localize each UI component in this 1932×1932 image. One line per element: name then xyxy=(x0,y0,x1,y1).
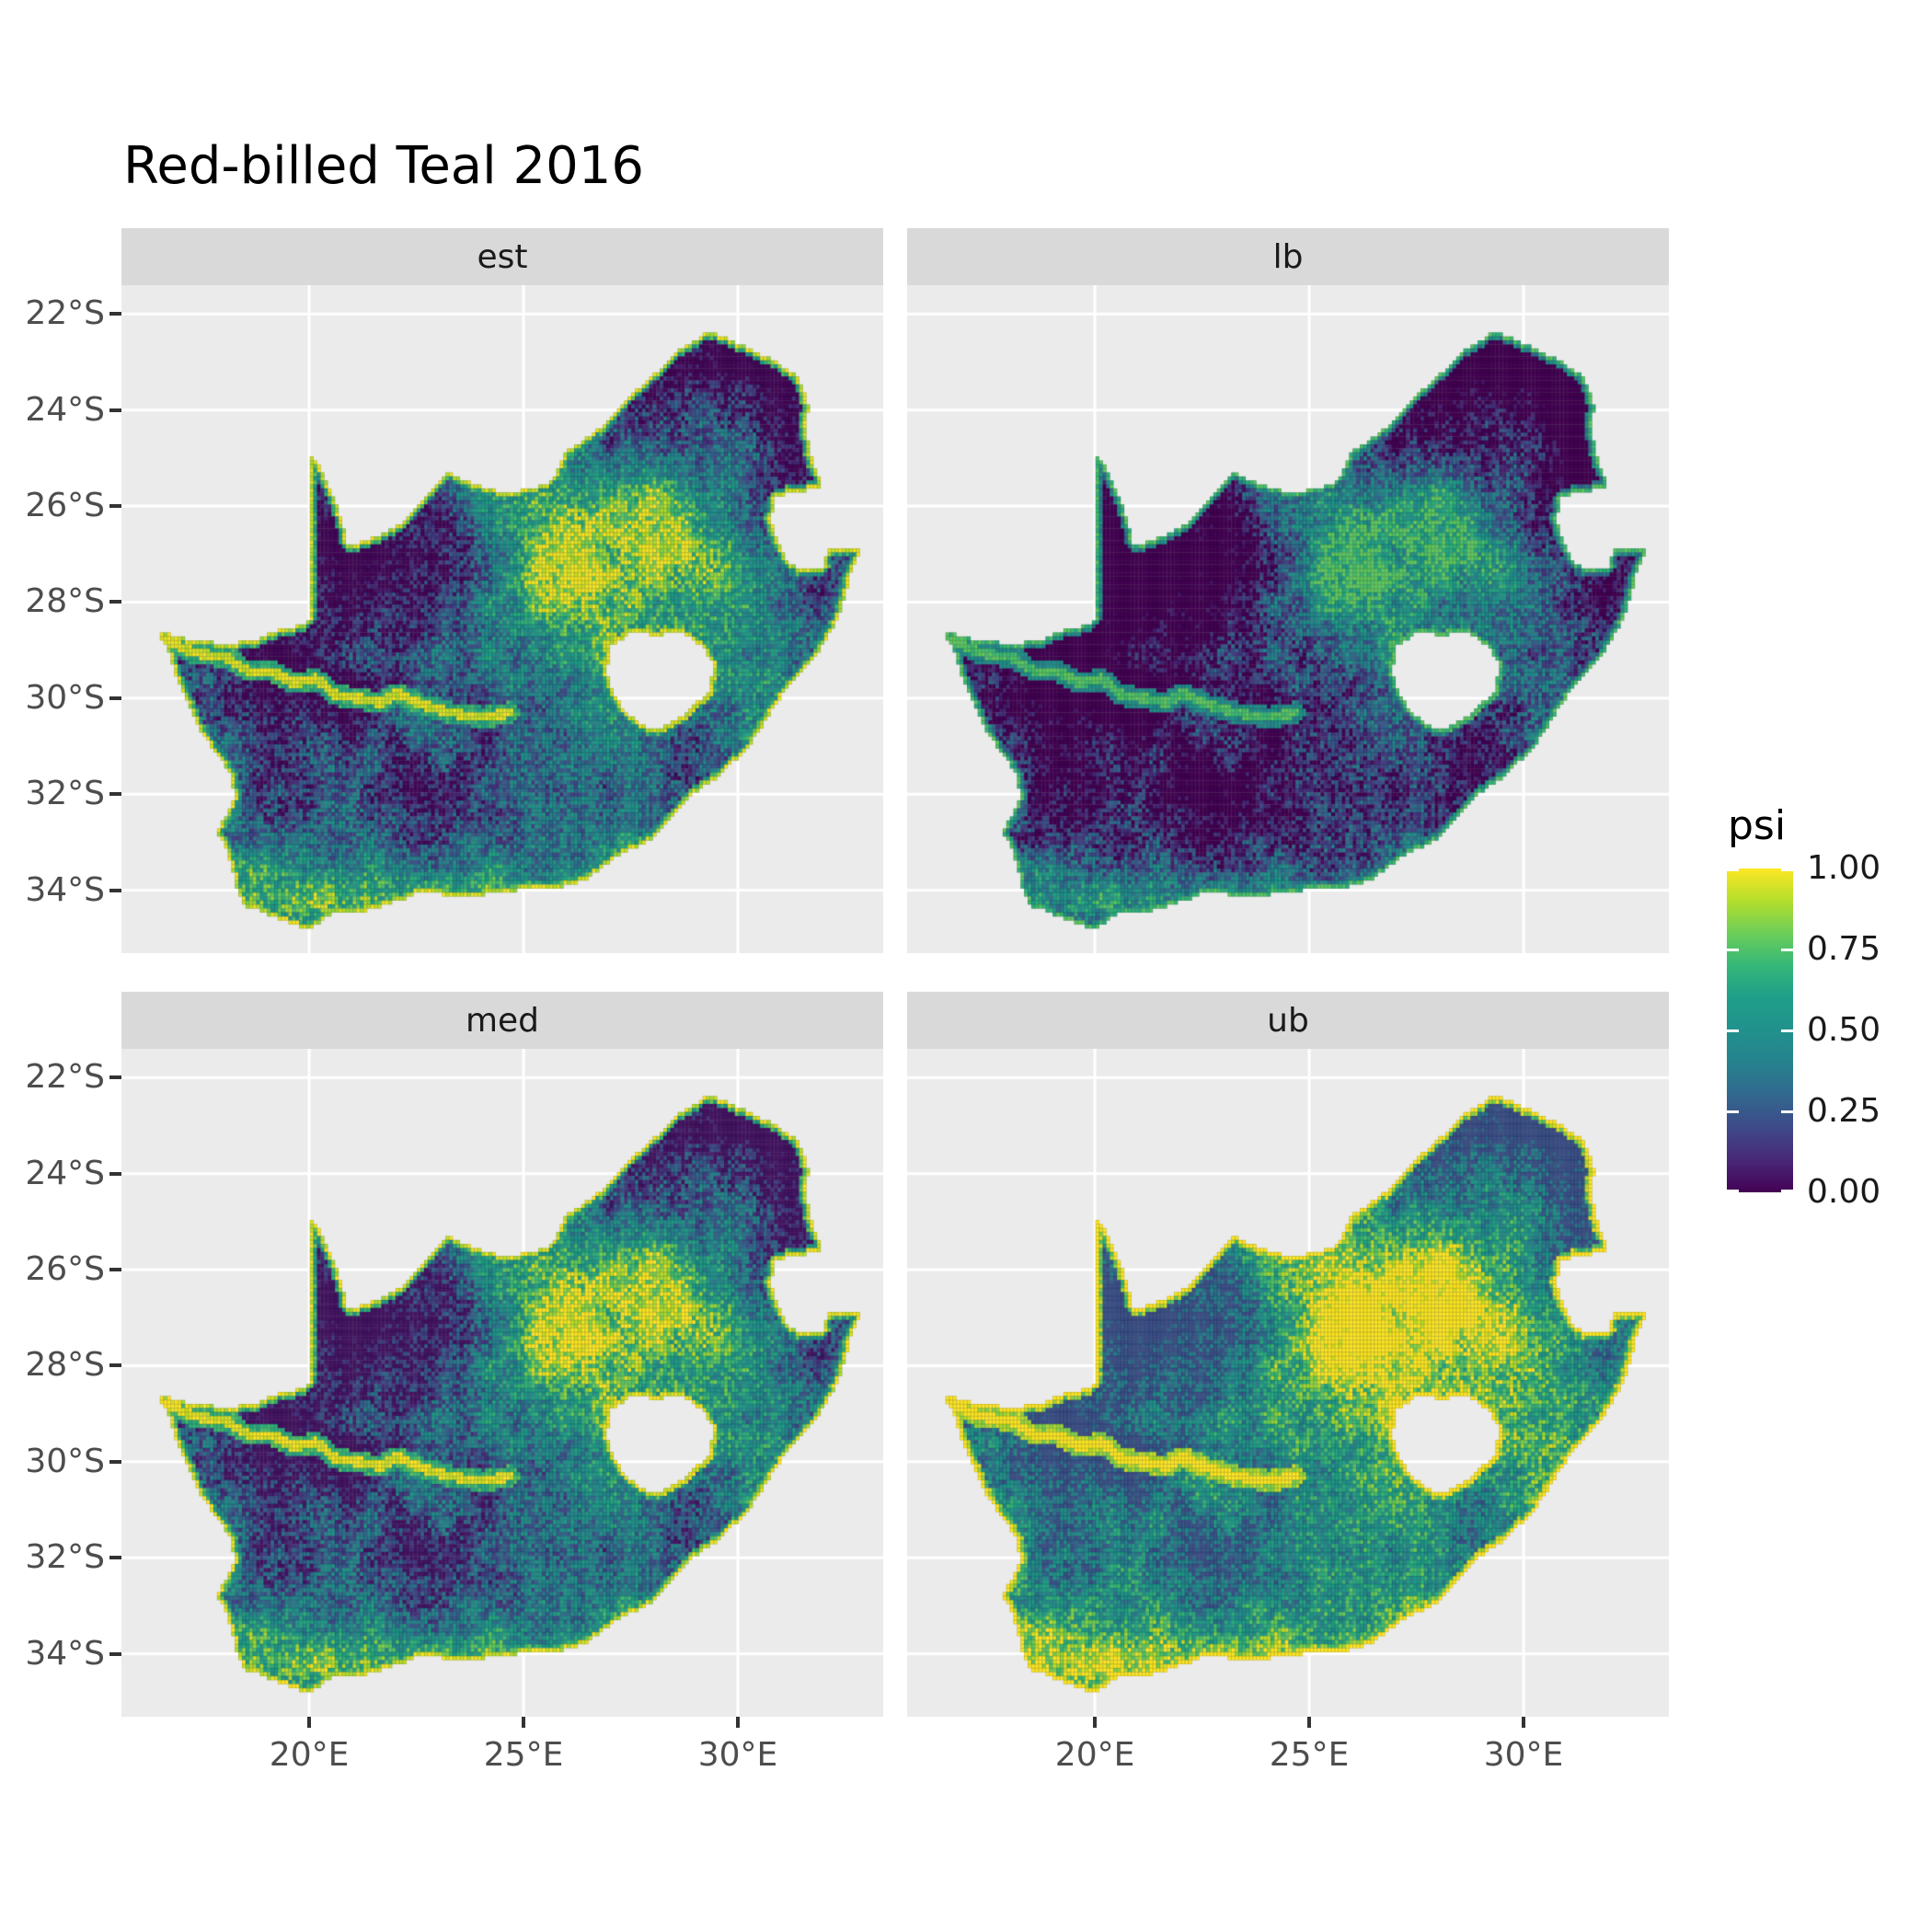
legend-tick-mark xyxy=(1727,1029,1739,1032)
y-axis-tick xyxy=(109,1075,121,1080)
legend-tick-mark xyxy=(1781,868,1793,871)
facet-strip-lb: lb xyxy=(907,228,1669,285)
legend-tick-mark xyxy=(1727,1190,1739,1192)
y-tick-label: 24°S xyxy=(25,390,105,429)
x-tick-label: 20°E xyxy=(1054,1736,1135,1774)
facet-strip-ub: ub xyxy=(907,992,1669,1049)
y-axis-tick xyxy=(109,1459,121,1464)
panel-map-est xyxy=(121,285,883,953)
y-axis-tick xyxy=(109,1363,121,1368)
legend-tick-label: 1.00 xyxy=(1807,849,1881,887)
y-axis-tick xyxy=(109,504,121,509)
legend-tick-label: 0.25 xyxy=(1807,1092,1881,1130)
x-tick-label: 30°E xyxy=(697,1736,778,1774)
x-axis-tick xyxy=(1307,1717,1312,1728)
y-axis-tick xyxy=(109,1268,121,1272)
y-axis-tick xyxy=(109,1171,121,1176)
legend-tick-label: 0.00 xyxy=(1807,1173,1881,1211)
y-tick-label: 28°S xyxy=(25,1346,105,1385)
panel-map-med xyxy=(121,1049,883,1717)
y-tick-label: 22°S xyxy=(25,1058,105,1097)
y-tick-label: 28°S xyxy=(25,582,105,621)
legend-tick-mark xyxy=(1781,1190,1793,1192)
x-axis-tick xyxy=(522,1717,526,1728)
y-axis-tick xyxy=(109,1651,121,1656)
legend-tick-label: 0.50 xyxy=(1807,1011,1881,1049)
facet-strip-label: lb xyxy=(1272,237,1304,276)
legend-tick-mark xyxy=(1727,948,1739,951)
panel-map-ub xyxy=(907,1049,1669,1717)
x-axis-tick xyxy=(1522,1717,1526,1728)
y-axis-tick xyxy=(109,600,121,604)
x-axis-tick xyxy=(307,1717,312,1728)
y-tick-label: 26°S xyxy=(25,1250,105,1289)
y-axis-tick xyxy=(109,792,121,797)
legend-tick-mark xyxy=(1781,948,1793,951)
legend-tick-label: 0.75 xyxy=(1807,930,1881,968)
plot-title: Red-billed Teal 2016 xyxy=(123,136,644,196)
y-axis-tick xyxy=(109,696,121,700)
x-tick-label: 30°E xyxy=(1483,1736,1564,1774)
facet-strip-med: med xyxy=(121,992,883,1049)
x-tick-label: 25°E xyxy=(483,1736,564,1774)
x-axis-tick xyxy=(1093,1717,1098,1728)
y-tick-label: 34°S xyxy=(25,870,105,909)
legend-tick-mark xyxy=(1727,868,1739,871)
y-axis-tick xyxy=(109,312,121,316)
y-tick-label: 30°S xyxy=(25,678,105,717)
x-tick-label: 25°E xyxy=(1269,1736,1350,1774)
facet-strip-label: ub xyxy=(1267,1001,1309,1040)
facet-strip-label: med xyxy=(465,1001,540,1040)
x-axis-tick xyxy=(736,1717,741,1728)
legend-tick-mark xyxy=(1781,1029,1793,1032)
y-axis-tick xyxy=(109,408,121,412)
facet-strip-label: est xyxy=(477,237,528,276)
y-tick-label: 30°S xyxy=(25,1442,105,1480)
y-axis-tick xyxy=(109,1556,121,1560)
x-tick-label: 20°E xyxy=(269,1736,350,1774)
y-tick-label: 32°S xyxy=(25,775,105,813)
y-tick-label: 24°S xyxy=(25,1154,105,1192)
facet-strip-est: est xyxy=(121,228,883,285)
y-tick-label: 26°S xyxy=(25,487,105,525)
legend-tick-mark xyxy=(1781,1110,1793,1113)
y-tick-label: 34°S xyxy=(25,1634,105,1673)
legend-title: psi xyxy=(1728,802,1787,849)
panel-map-lb xyxy=(907,285,1669,953)
y-tick-label: 32°S xyxy=(25,1538,105,1577)
y-axis-tick xyxy=(109,888,121,892)
legend-tick-mark xyxy=(1727,1110,1739,1113)
y-tick-label: 22°S xyxy=(25,294,105,333)
